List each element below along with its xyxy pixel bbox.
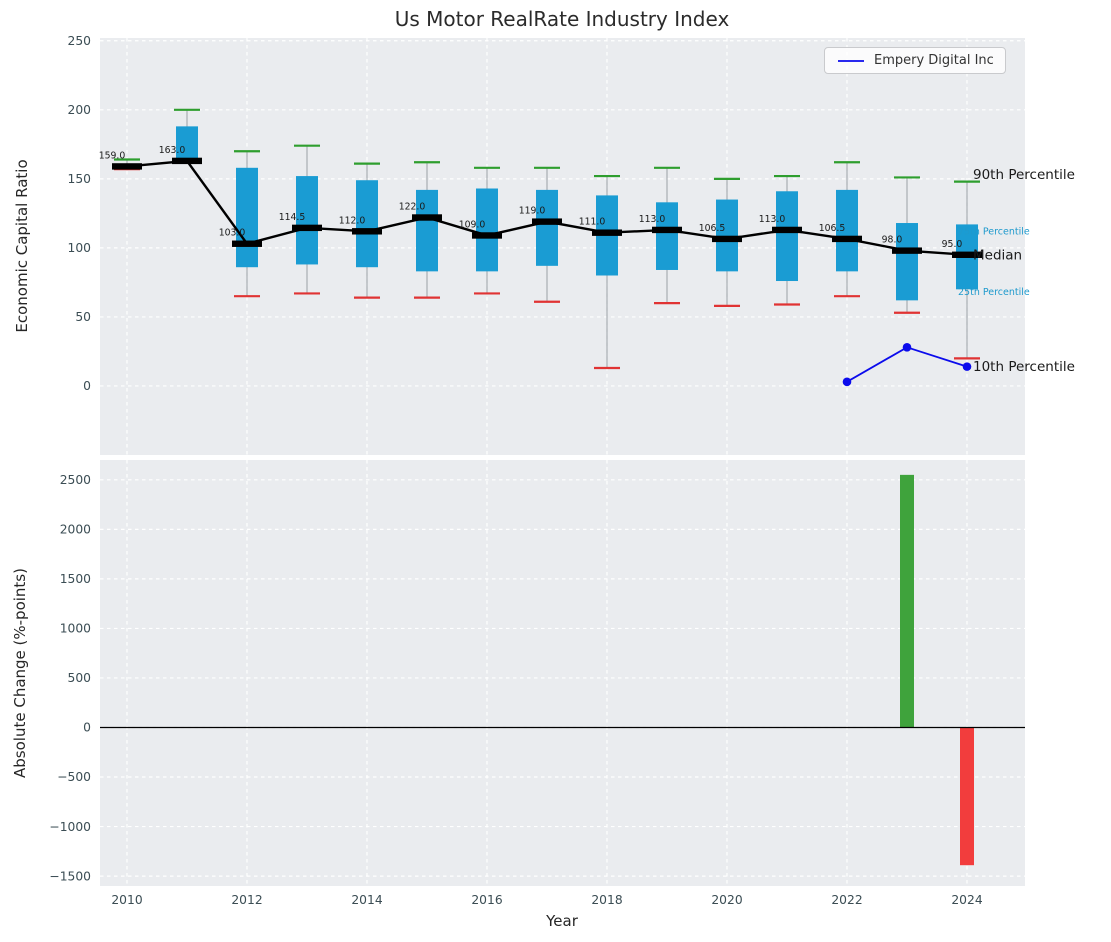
median-marker-2017 bbox=[532, 218, 562, 225]
median-value-label: 122.0 bbox=[399, 202, 426, 213]
xtick-label: 2024 bbox=[951, 893, 982, 907]
xtick-label: 2016 bbox=[471, 893, 502, 907]
median-marker-2014 bbox=[352, 228, 382, 235]
change-bars bbox=[900, 474, 974, 866]
bottom-gridlines bbox=[100, 460, 1025, 886]
bar-2024 bbox=[960, 727, 974, 866]
median-marker-2012 bbox=[232, 240, 262, 247]
iqr-box bbox=[836, 189, 858, 272]
bar-2023 bbox=[900, 474, 914, 728]
bottom-ytick-label: −1500 bbox=[49, 869, 91, 883]
boxplot-2021 bbox=[774, 174, 800, 306]
median-value-label: 109.0 bbox=[459, 219, 486, 230]
chart-title: Us Motor RealRate Industry Index bbox=[394, 7, 730, 31]
median-value-label: 106.5 bbox=[699, 223, 726, 234]
median-marker-2024 bbox=[952, 251, 982, 258]
top-ytick-label: 250 bbox=[68, 34, 91, 48]
median-value-label: 114.5 bbox=[279, 212, 306, 223]
bottom-plot-panel bbox=[100, 460, 1025, 886]
legend-label: Empery Digital Inc bbox=[874, 53, 994, 68]
bottom-ytick-label: −500 bbox=[57, 770, 91, 784]
iqr-box bbox=[356, 180, 378, 268]
top-y-axis-label: Economic Capital Ratio bbox=[13, 159, 31, 333]
median-value-label: 103.0 bbox=[219, 228, 246, 239]
median-value-label: 163.0 bbox=[159, 145, 186, 156]
iqr-box bbox=[536, 189, 558, 266]
median-value-label: 113.0 bbox=[759, 214, 786, 225]
median-marker-2020 bbox=[712, 235, 742, 243]
iqr-box bbox=[416, 189, 438, 272]
x-axis-label: Year bbox=[546, 912, 578, 930]
company-point-2023 bbox=[902, 342, 912, 352]
median-value-label: 112.0 bbox=[339, 215, 366, 226]
median-marker-2019 bbox=[652, 226, 682, 234]
bottom-ytick-label: 1500 bbox=[60, 572, 91, 586]
bottom-ytick-label: −1000 bbox=[49, 820, 91, 834]
median-marker-2018 bbox=[592, 229, 622, 236]
median-value-label: 95.0 bbox=[942, 239, 963, 250]
annotation-90th-percentile: 90th Percentile bbox=[973, 167, 1075, 183]
top-ytick-label: 150 bbox=[68, 172, 91, 186]
boxplot-2022 bbox=[834, 161, 860, 298]
iqr-box bbox=[896, 223, 918, 301]
median-value-label: 98.0 bbox=[882, 235, 903, 246]
boxplot-2017 bbox=[534, 166, 560, 303]
boxplot-2019 bbox=[654, 166, 680, 305]
legend-line-sample bbox=[838, 59, 864, 62]
xtick-label: 2014 bbox=[351, 893, 382, 907]
iqr-box bbox=[656, 202, 678, 270]
annotation-10th-percentile: 10th Percentile bbox=[973, 359, 1075, 375]
median-marker-2023 bbox=[892, 247, 922, 254]
xtick-label: 2012 bbox=[231, 893, 262, 907]
iqr-box bbox=[776, 191, 798, 282]
median-value-label: 111.0 bbox=[579, 217, 606, 228]
xtick-label: 2022 bbox=[831, 893, 862, 907]
bottom-ytick-label: 0 bbox=[83, 721, 91, 735]
iqr-box bbox=[296, 176, 318, 265]
median-value-label: 113.0 bbox=[639, 214, 666, 225]
top-ytick-label: 0 bbox=[83, 379, 91, 393]
iqr-box bbox=[716, 199, 738, 272]
iqr-box bbox=[476, 188, 498, 272]
top-ytick-label: 100 bbox=[68, 241, 91, 255]
bottom-ytick-label: 2500 bbox=[60, 473, 91, 487]
median-marker-2022 bbox=[832, 235, 862, 243]
median-marker-2016 bbox=[472, 232, 502, 239]
median-marker-2015 bbox=[412, 214, 442, 221]
boxplot-2015 bbox=[414, 161, 440, 299]
company-point-2022 bbox=[842, 377, 852, 387]
median-marker-2013 bbox=[292, 224, 322, 232]
xtick-label: 2010 bbox=[111, 893, 142, 907]
median-value-label: 159.0 bbox=[99, 150, 126, 161]
legend: Empery Digital Inc bbox=[824, 47, 1006, 74]
bottom-y-axis-label: Absolute Change (%-points) bbox=[11, 568, 29, 778]
median-value-label: 119.0 bbox=[519, 206, 546, 217]
bottom-ytick-label: 500 bbox=[68, 671, 91, 685]
top-ytick-label: 200 bbox=[68, 103, 91, 117]
xtick-label: 2020 bbox=[711, 893, 742, 907]
iqr-box bbox=[176, 126, 198, 161]
median-marker-2021 bbox=[772, 226, 802, 234]
median-marker-2010 bbox=[112, 163, 142, 170]
bottom-ytick-label: 2000 bbox=[60, 523, 91, 537]
median-value-label: 106.5 bbox=[819, 223, 846, 234]
median-marker-2011 bbox=[172, 157, 202, 165]
top-ytick-label: 50 bbox=[75, 310, 91, 324]
bottom-ytick-label: 1000 bbox=[60, 622, 91, 636]
boxplot-2023 bbox=[894, 176, 920, 314]
boxplot-2013 bbox=[294, 144, 320, 295]
boxplot-2016 bbox=[474, 166, 500, 295]
annotation-25th-percentile: 25th Percentile bbox=[958, 287, 1030, 298]
company-point-2024 bbox=[962, 362, 972, 371]
xtick-label: 2018 bbox=[591, 893, 622, 907]
annotation-75th-percentile: 75th Percentile bbox=[958, 226, 1030, 237]
iqr-box bbox=[236, 167, 258, 268]
annotation-median: Median bbox=[973, 247, 1022, 263]
boxplot-2020 bbox=[714, 177, 740, 307]
